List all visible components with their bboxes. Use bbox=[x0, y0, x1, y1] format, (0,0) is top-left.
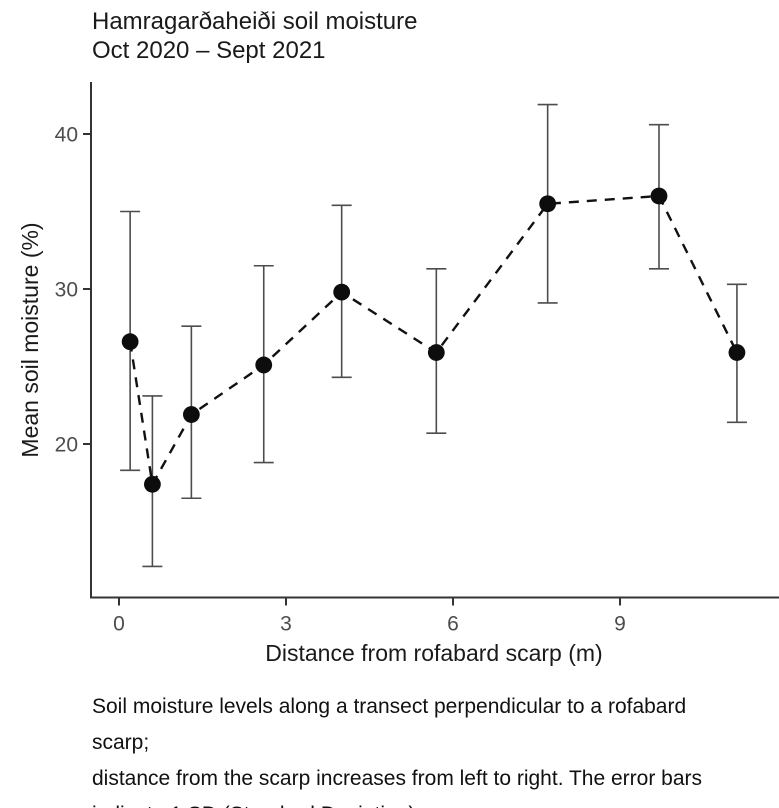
data-point bbox=[333, 283, 351, 301]
x-tick-label: 3 bbox=[280, 613, 292, 636]
y-axis-label: Mean soil moisture (%) bbox=[17, 222, 43, 457]
data-point bbox=[255, 356, 273, 374]
data-point bbox=[121, 333, 139, 351]
data-point bbox=[728, 344, 746, 361]
chart-title: Hamragarðaheiði soil moisture Oct 2020 –… bbox=[92, 7, 417, 65]
data-point bbox=[539, 195, 557, 213]
trend-line bbox=[128, 194, 738, 488]
y-tick-label: 40 bbox=[55, 124, 78, 147]
data-point bbox=[427, 344, 445, 361]
x-tick-label: 6 bbox=[447, 613, 459, 636]
soil-moisture-chart: 20 30 40 0 3 6 9 Mean soil moisture (%) Distance… bbox=[17, 82, 779, 666]
caption-line-3: indicate 1 SD (Standard Deviation). bbox=[92, 797, 742, 808]
chart-title-line2: Oct 2020 – Sept 2021 bbox=[92, 37, 326, 64]
x-tick-label: 0 bbox=[113, 613, 125, 636]
y-tick-label: 20 bbox=[55, 434, 78, 457]
figure-caption: Soil moisture levels along a transect pe… bbox=[92, 689, 742, 808]
x-axis-label: Distance from rofabard scarp (m) bbox=[265, 640, 602, 666]
x-tick-label: 9 bbox=[614, 613, 626, 636]
data-point bbox=[144, 475, 161, 493]
data-point bbox=[182, 406, 200, 423]
caption-line-1: Soil moisture levels along a transect pe… bbox=[92, 695, 687, 754]
caption-line-2: distance from the scarp increases from l… bbox=[92, 767, 703, 790]
chart-title-line1: Hamragarðaheiði soil moisture bbox=[92, 8, 418, 35]
y-tick-label: 30 bbox=[55, 279, 78, 302]
data-point bbox=[650, 187, 668, 205]
